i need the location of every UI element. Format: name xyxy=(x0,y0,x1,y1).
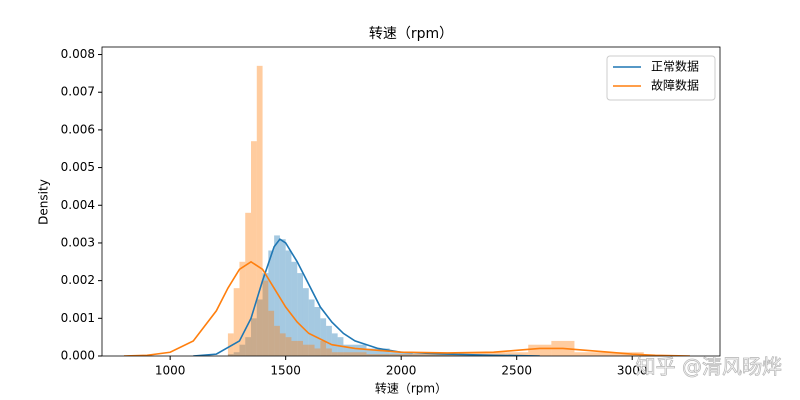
plot xyxy=(123,65,690,356)
bar xyxy=(574,352,598,356)
bar xyxy=(389,354,413,356)
bar xyxy=(256,299,263,356)
bar xyxy=(308,299,315,356)
y-tick-label: 0.004 xyxy=(61,198,95,212)
y-tick-label: 0.005 xyxy=(61,160,95,174)
bar xyxy=(227,333,234,356)
bar xyxy=(285,250,292,356)
bar xyxy=(251,141,257,356)
bar xyxy=(268,250,275,356)
bar xyxy=(297,273,303,356)
kde-line xyxy=(123,260,690,356)
bar xyxy=(528,344,552,356)
bar xyxy=(256,65,263,356)
bar xyxy=(435,354,459,356)
x-tick-label: 3000 xyxy=(617,364,648,378)
bar xyxy=(245,337,252,356)
bar xyxy=(268,310,275,356)
bar xyxy=(343,344,367,356)
chart-title: 转速（rpm） xyxy=(369,26,453,42)
legend-label: 正常数据 xyxy=(651,59,699,74)
bar xyxy=(274,325,280,356)
bar xyxy=(302,344,309,356)
bar xyxy=(302,288,309,356)
bar xyxy=(285,337,292,356)
bar xyxy=(326,325,332,356)
x-axis-label: 转速（rpm） xyxy=(375,381,447,396)
bar xyxy=(308,344,315,356)
x-tick-label: 2000 xyxy=(386,364,417,378)
bar xyxy=(291,340,298,356)
bar xyxy=(279,333,286,356)
bar xyxy=(320,340,327,356)
bar xyxy=(239,344,246,356)
bar xyxy=(505,352,529,356)
bar xyxy=(482,352,506,356)
bar xyxy=(366,354,390,356)
bar xyxy=(245,212,252,356)
legend-label: 故障数据 xyxy=(651,78,699,93)
bar xyxy=(389,352,413,356)
bar xyxy=(233,288,240,356)
bar xyxy=(251,318,257,356)
bar xyxy=(239,261,246,356)
y-tick-label: 0.000 xyxy=(61,349,95,363)
bar xyxy=(366,348,390,356)
y-tick-label: 0.003 xyxy=(61,235,95,249)
bar xyxy=(337,352,344,356)
bar xyxy=(326,348,332,356)
bar xyxy=(320,318,327,356)
bar xyxy=(314,348,321,356)
plot-frame xyxy=(101,46,721,357)
y-tick-label: 0.001 xyxy=(61,311,95,325)
y-tick-label: 0.007 xyxy=(61,85,95,99)
x-tick-label: 1500 xyxy=(270,364,301,378)
bar xyxy=(597,352,621,356)
bar xyxy=(262,273,269,356)
bar xyxy=(331,352,338,356)
bar xyxy=(262,280,269,356)
bar xyxy=(412,354,436,356)
x-tick-label: 2500 xyxy=(501,364,532,378)
bar xyxy=(227,354,234,356)
bar xyxy=(343,352,367,356)
y-tick-label: 0.008 xyxy=(61,47,95,61)
bar xyxy=(412,354,436,356)
bar xyxy=(291,261,298,356)
bar xyxy=(297,340,303,356)
x-tick-label: 1000 xyxy=(155,364,186,378)
watermark: 知乎 @清风旸烨 xyxy=(636,355,782,379)
y-tick-label: 0.006 xyxy=(61,122,95,136)
bar xyxy=(314,307,321,356)
bar xyxy=(274,235,280,356)
bar xyxy=(435,354,459,356)
y-tick-label: 0.002 xyxy=(61,273,95,287)
bar xyxy=(233,352,240,356)
y-axis-label: Density xyxy=(37,179,51,225)
bar xyxy=(279,239,286,356)
